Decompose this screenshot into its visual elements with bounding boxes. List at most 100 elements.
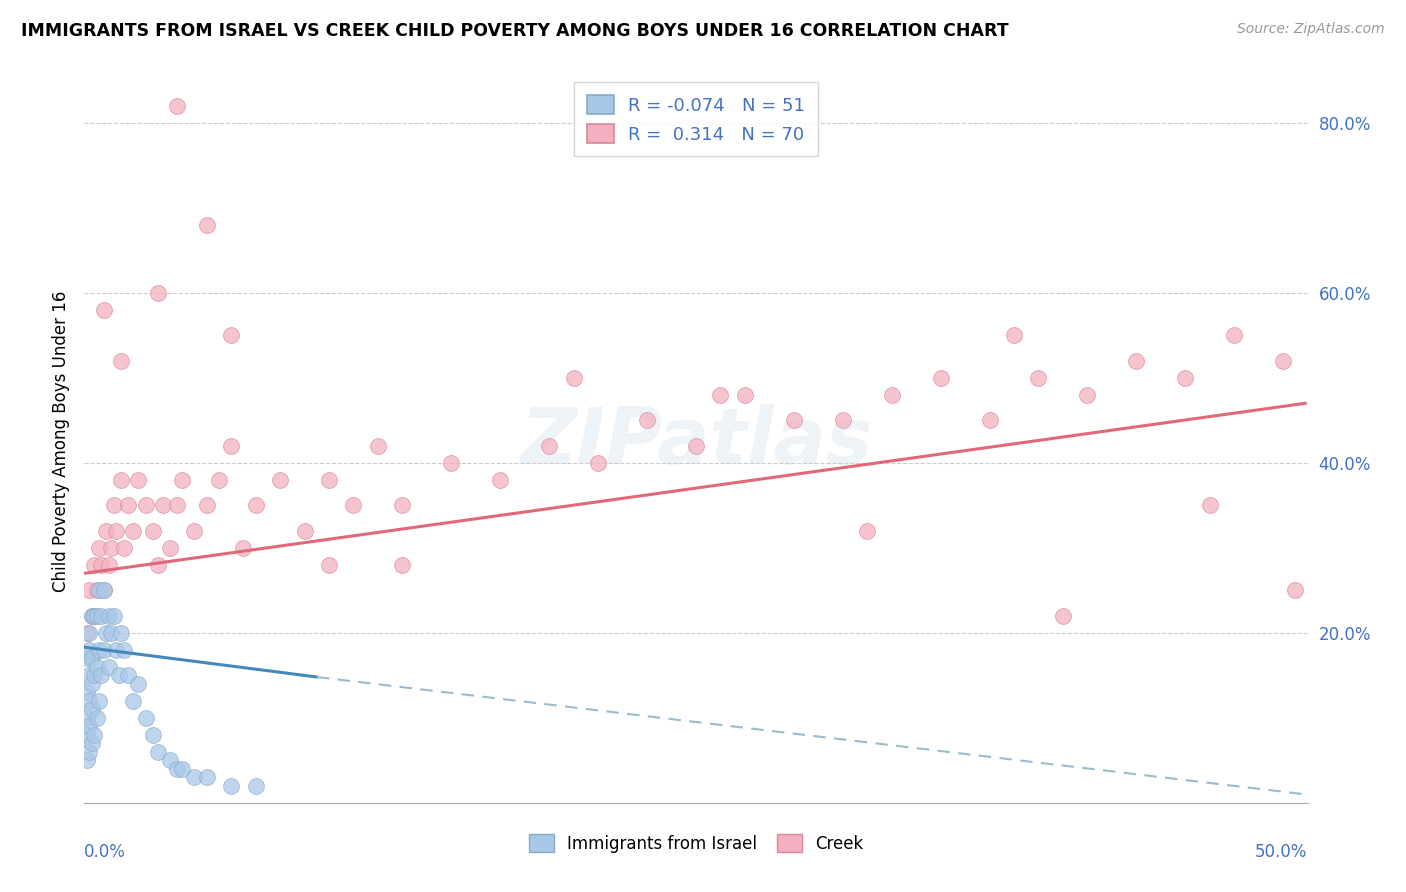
Point: [76, 685, 98, 699]
Point: [195, 770, 218, 784]
Point: [562, 371, 585, 385]
Point: [93, 302, 115, 317]
Point: [1076, 388, 1098, 402]
Point: [636, 413, 658, 427]
Point: [103, 498, 125, 512]
Point: [856, 524, 879, 538]
Point: [318, 558, 340, 572]
Point: [538, 439, 561, 453]
Point: [112, 541, 135, 555]
Point: [127, 677, 149, 691]
Point: [87, 583, 110, 598]
Y-axis label: Child Poverty Among Boys Under 16: Child Poverty Among Boys Under 16: [52, 291, 70, 592]
Point: [96, 625, 118, 640]
Point: [440, 456, 463, 470]
Point: [93, 583, 115, 598]
Point: [183, 524, 205, 538]
Point: [93, 642, 115, 657]
Point: [685, 439, 707, 453]
Point: [1284, 583, 1306, 598]
Point: [86, 583, 108, 598]
Point: [103, 608, 125, 623]
Point: [100, 541, 122, 555]
Point: [195, 498, 218, 512]
Point: [245, 498, 267, 512]
Legend: Immigrants from Israel, Creek: Immigrants from Israel, Creek: [522, 828, 870, 860]
Point: [142, 728, 165, 742]
Point: [734, 388, 756, 402]
Point: [105, 642, 128, 657]
Point: [77, 642, 100, 657]
Point: [318, 473, 340, 487]
Point: [1028, 371, 1050, 385]
Point: [219, 439, 242, 453]
Point: [122, 694, 145, 708]
Text: 0.0%: 0.0%: [84, 843, 127, 861]
Point: [100, 625, 122, 640]
Text: ZIPatlas: ZIPatlas: [520, 403, 872, 480]
Point: [166, 99, 188, 113]
Point: [489, 473, 512, 487]
Point: [77, 668, 100, 682]
Point: [159, 541, 181, 555]
Point: [122, 524, 145, 538]
Point: [96, 524, 118, 538]
Point: [146, 285, 169, 300]
Point: [76, 651, 98, 665]
Text: IMMIGRANTS FROM ISRAEL VS CREEK CHILD POVERTY AMONG BOYS UNDER 16 CORRELATION CH: IMMIGRANTS FROM ISRAEL VS CREEK CHILD PO…: [21, 22, 1008, 40]
Point: [1125, 353, 1147, 368]
Point: [709, 388, 731, 402]
Point: [87, 541, 110, 555]
Point: [146, 558, 169, 572]
Point: [80, 702, 103, 716]
Point: [245, 779, 267, 793]
Point: [117, 498, 139, 512]
Point: [929, 371, 952, 385]
Point: [208, 473, 231, 487]
Point: [77, 583, 100, 598]
Point: [86, 711, 108, 725]
Text: 50.0%: 50.0%: [1256, 843, 1308, 861]
Point: [159, 753, 181, 767]
Point: [76, 753, 98, 767]
Point: [107, 668, 129, 682]
Point: [586, 456, 609, 470]
Point: [166, 762, 188, 776]
Point: [83, 558, 105, 572]
Point: [87, 642, 110, 657]
Point: [219, 779, 242, 793]
Point: [90, 608, 112, 623]
Point: [294, 524, 316, 538]
Point: [86, 660, 108, 674]
Point: [232, 541, 254, 555]
Text: Source: ZipAtlas.com: Source: ZipAtlas.com: [1237, 22, 1385, 37]
Point: [172, 762, 194, 776]
Point: [97, 608, 120, 623]
Point: [86, 608, 108, 623]
Point: [117, 668, 139, 682]
Point: [367, 439, 389, 453]
Point: [83, 668, 105, 682]
Point: [391, 558, 413, 572]
Point: [166, 498, 188, 512]
Point: [269, 473, 291, 487]
Point: [135, 711, 157, 725]
Point: [142, 524, 165, 538]
Point: [80, 736, 103, 750]
Point: [77, 625, 100, 640]
Point: [391, 498, 413, 512]
Point: [97, 660, 120, 674]
Point: [80, 608, 103, 623]
Point: [110, 473, 132, 487]
Point: [1272, 353, 1295, 368]
Point: [152, 498, 174, 512]
Point: [97, 558, 120, 572]
Point: [1198, 498, 1220, 512]
Point: [90, 668, 112, 682]
Point: [76, 711, 98, 725]
Point: [77, 719, 100, 733]
Point: [105, 524, 128, 538]
Point: [979, 413, 1001, 427]
Point: [76, 625, 98, 640]
Point: [195, 218, 218, 232]
